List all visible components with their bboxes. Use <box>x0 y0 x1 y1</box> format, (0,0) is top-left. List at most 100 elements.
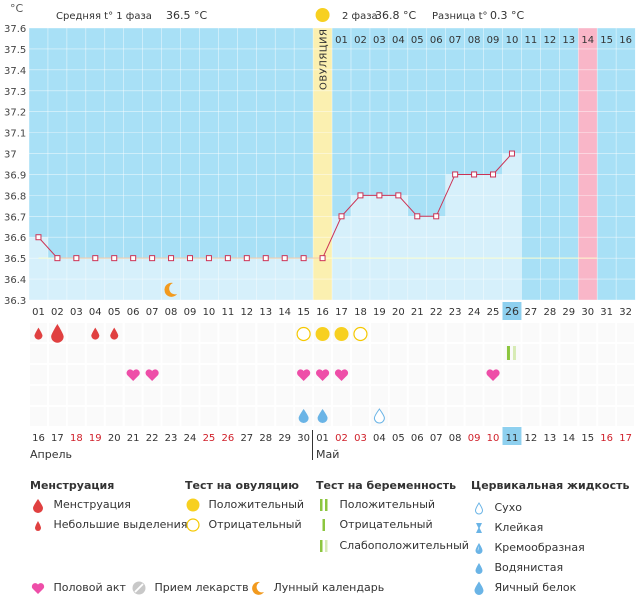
symptom-cell <box>143 323 161 342</box>
symptom-cell <box>86 407 104 426</box>
symptom-cell <box>30 365 47 384</box>
cycle-day-label: 22 <box>430 307 443 318</box>
symptom-cell <box>219 323 237 342</box>
symptom-cell <box>143 386 161 405</box>
post-day-label: 12 <box>543 35 556 46</box>
symptom-cell <box>238 323 256 342</box>
cycle-day-label: 20 <box>392 307 405 318</box>
temperature-point <box>262 255 269 262</box>
calendar-date-label: 04 <box>373 433 386 444</box>
symptom-cell <box>219 386 237 405</box>
symptom-cell <box>105 365 123 384</box>
symptom-cell <box>48 407 66 426</box>
symptom-cell <box>579 365 597 384</box>
cycle-day-label: 18 <box>354 307 367 318</box>
y-axis: 36.3 36.4 36.5 36.6 36.7 36.8 36.9 37 37.1 37.2 37… <box>4 24 26 307</box>
calendar-date-label: 18 <box>70 433 83 444</box>
symptom-cell <box>257 407 275 426</box>
unit-label: °C <box>10 2 24 15</box>
symptom-cell <box>238 407 256 426</box>
symptom-cell <box>124 323 142 342</box>
legend-cervical-sticky: Клейкая <box>471 520 543 536</box>
symptom-cell <box>200 365 218 384</box>
cervical-eggwhite-icon <box>317 409 328 423</box>
symptom-cell <box>484 407 502 426</box>
symptom-cell <box>143 407 161 426</box>
pregnancy-test-bar <box>512 346 516 360</box>
cycle-day-label: 02 <box>51 307 64 318</box>
temperature-point <box>243 255 250 262</box>
diff-value: 0.3 °C <box>490 9 524 22</box>
symptom-cell <box>427 386 445 405</box>
symptom-cell <box>560 323 578 342</box>
cycle-day-label: 26 <box>505 305 519 318</box>
y-tick-label: 36.5 <box>4 254 26 265</box>
y-tick-label: 36.4 <box>4 275 26 286</box>
heart-icon <box>126 369 140 381</box>
symptom-cell <box>48 344 66 363</box>
temperature-point <box>395 192 402 199</box>
temperature-point <box>205 255 212 262</box>
y-tick-label: 36.9 <box>4 170 26 181</box>
cycle-day-label: 21 <box>411 307 424 318</box>
symptom-cell <box>484 344 502 363</box>
cycle-day-label: 09 <box>184 307 197 318</box>
symptom-cell <box>598 323 616 342</box>
symptom-cell <box>181 386 199 405</box>
phase1-label: Средняя t° 1 фаза <box>56 11 152 22</box>
symptom-cell <box>465 386 483 405</box>
symptom-cell <box>427 365 445 384</box>
symptom-cell <box>162 344 180 363</box>
calendar-date-label: 06 <box>411 433 424 444</box>
header-bar: °C Средняя t° 1 фаза 36.5 °C 2 фаза 36.8… <box>10 0 635 28</box>
post-day-label: 15 <box>600 35 613 46</box>
post-day-label: 04 <box>392 35 405 46</box>
heart-icon <box>297 369 311 381</box>
diff-label: Разница t° <box>432 11 488 22</box>
legend-pregnancy-weak: Слабоположительный <box>316 538 469 554</box>
y-tick-label: 37.3 <box>4 87 26 98</box>
chart-marks: 01 02 03 04 05 06 07 08 09 10 11 12 13 14 15 16 ОВУЛЯЦИЯ… <box>32 8 632 445</box>
symptom-cell <box>522 344 540 363</box>
symptom-cell <box>541 407 559 426</box>
symptom-cell <box>522 323 540 342</box>
symptom-cell <box>124 407 142 426</box>
one-bar-icon <box>322 519 325 531</box>
symptom-cell <box>276 323 294 342</box>
calendar-date-label: 11 <box>506 433 519 444</box>
temperature-point <box>319 255 326 262</box>
symptom-cell <box>295 344 313 363</box>
symptom-cell <box>333 344 350 363</box>
moon-icon <box>164 282 178 297</box>
calendar-date-label: 23 <box>165 433 178 444</box>
symptom-cell <box>86 386 104 405</box>
cycle-day-label: 25 <box>487 307 500 318</box>
calendar-date-label: 14 <box>562 433 575 444</box>
post-day-label: 08 <box>468 35 481 46</box>
symptom-cell <box>503 323 521 342</box>
temp-bar <box>388 195 408 300</box>
calendar-date-label: 17 <box>51 433 64 444</box>
symptom-cell <box>598 365 616 384</box>
symptom-cell <box>446 386 464 405</box>
temp-bar <box>502 153 522 300</box>
circle-outline-icon <box>186 518 200 532</box>
y-tick-label: 37.2 <box>4 108 26 119</box>
pill-icon <box>132 581 146 595</box>
post-day-label: 09 <box>487 35 500 46</box>
symptom-cell <box>276 344 294 363</box>
temperature-point <box>111 255 118 262</box>
symptom-cell <box>408 386 426 405</box>
temperature-point <box>452 171 459 178</box>
calendar-date-label: 21 <box>127 433 140 444</box>
symptom-cell <box>181 407 199 426</box>
menstruation-drop-icon <box>51 324 64 343</box>
symptom-cell <box>181 323 199 342</box>
temperature-point <box>73 255 80 262</box>
drop-half-icon <box>475 543 483 554</box>
symptom-cell <box>484 386 502 405</box>
ovulation-column <box>313 0 333 300</box>
symptom-cell <box>257 365 275 384</box>
post-day-label: 02 <box>354 35 367 46</box>
cervical-dry-icon <box>373 408 385 424</box>
